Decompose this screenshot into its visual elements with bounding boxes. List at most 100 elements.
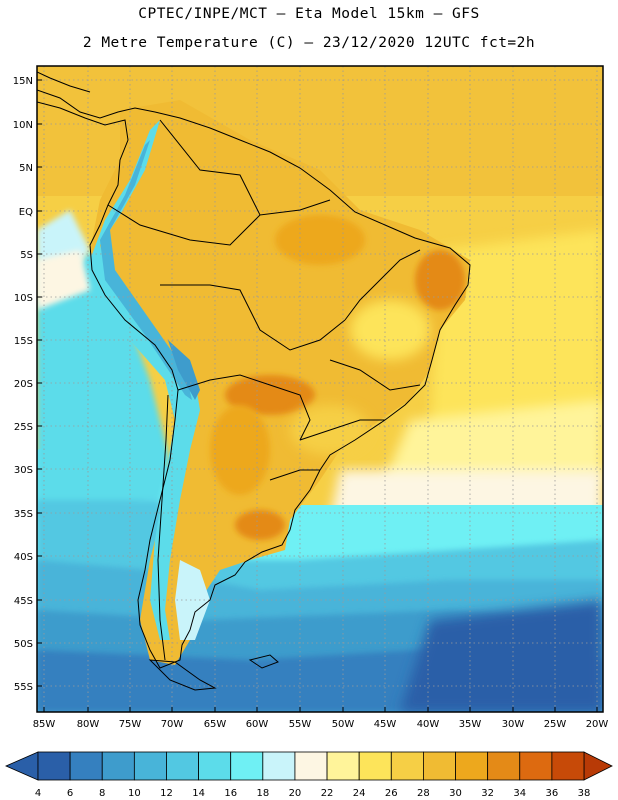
falkland-islands: [248, 654, 279, 669]
border-ecuador-peru-colombia: [107, 204, 261, 246]
colorbar-swatch: [166, 751, 199, 781]
colorbar-label: 10: [128, 788, 141, 799]
colorbar-low-arrow: [5, 751, 39, 781]
border-brazil-states-south: [299, 419, 385, 441]
colorbar-swatch: [230, 751, 264, 781]
hot-spot-amazon: [275, 215, 365, 265]
lon-label: 70W: [161, 719, 184, 730]
patagonia-cool-zone: [175, 560, 210, 640]
lon-label: 40W: [417, 719, 440, 730]
colorbar-label: 28: [417, 788, 430, 799]
lat-label: 45S: [14, 596, 33, 607]
lon-label: 25W: [544, 719, 567, 730]
hot-spot-northeast: [415, 250, 465, 310]
lat-label: 10S: [14, 293, 33, 304]
south-america-coastline: [37, 89, 471, 669]
lat-label: 20S: [14, 379, 33, 390]
border-brazil-states-north: [344, 249, 421, 321]
lon-label: 75W: [119, 719, 142, 730]
map-title-line-1: CPTEC/INPE/MCT – Eta Model 15km – GFS: [138, 6, 480, 22]
colorbar-swatch: [101, 751, 135, 781]
colorbar-label: 32: [481, 788, 494, 799]
central-america-coastline: [37, 71, 91, 93]
lat-label: EQ: [19, 207, 33, 218]
colorbar-label: 16: [224, 788, 237, 799]
colorbar-swatch: [487, 751, 521, 781]
colorbar-swatch: [551, 751, 585, 781]
colorbar-label: 8: [99, 788, 105, 799]
lat-label: 5S: [20, 250, 33, 261]
lon-label: 80W: [77, 719, 100, 730]
colorbar-label: 30: [449, 788, 462, 799]
lat-label: 25S: [14, 422, 33, 433]
andes-cold-band: [90, 120, 200, 640]
colorbar: 4 6 8 10 12 14 16 18 20 22 24 26 28 30 32 34 36 38: [5, 751, 613, 799]
colorbar-label: 20: [289, 788, 302, 799]
lon-label: 60W: [246, 719, 269, 730]
colorbar-swatch: [519, 751, 553, 781]
colorbar-label: 36: [546, 788, 559, 799]
colorbar-label: 26: [385, 788, 398, 799]
colorbar-swatch: [326, 751, 360, 781]
lat-label: 15N: [13, 76, 33, 87]
altiplano-cold-core: [168, 340, 200, 400]
colorbar-label: 34: [513, 788, 526, 799]
atlantic-yellow-belt: [430, 230, 603, 430]
colorbar-swatch: [262, 751, 296, 781]
axis-ticks: [37, 79, 598, 712]
lat-label: 5N: [19, 163, 33, 174]
ocean-band-4: [400, 600, 603, 712]
lat-label: 30S: [14, 465, 33, 476]
colorbar-swatch: [69, 751, 103, 781]
colorbar-swatch: [294, 751, 328, 781]
colorbar-swatch: [358, 751, 392, 781]
colorbar-swatch: [133, 751, 167, 781]
pacific-band-14: [37, 250, 170, 520]
coastlines-and-borders: [37, 71, 471, 691]
colorbar-label: 18: [256, 788, 269, 799]
lat-label: 15S: [14, 336, 33, 347]
colorbar-label: 12: [160, 788, 173, 799]
colorbar-swatch: [37, 751, 71, 781]
border-chile-argentina: [157, 394, 169, 661]
colorbar-swatch: [455, 751, 489, 781]
lat-label: 55S: [14, 682, 33, 693]
colorbar-label: 6: [67, 788, 73, 799]
lon-label: 30W: [502, 719, 525, 730]
border-uruguay: [269, 469, 320, 481]
colorbar-label: 38: [578, 788, 591, 799]
atlantic-light-belt: [380, 400, 603, 490]
colorbar-swatch: [423, 751, 456, 781]
temperature-field: [37, 66, 603, 712]
colorbar-label: 14: [192, 788, 205, 799]
hot-spot-chaco: [210, 405, 270, 495]
latitude-labels: 15N 10N 5N EQ 5S 10S 15S 20S 25S 30S 35S…: [13, 76, 33, 693]
colorbar-swatch: [198, 751, 232, 781]
longitude-labels: 85W 80W 75W 70W 65W 60W 55W 50W 45W 40W …: [33, 719, 609, 730]
hot-spot-pampas: [235, 510, 285, 540]
border-bolivia-argentina-paraguay: [177, 374, 311, 441]
border-peru-bolivia-brazil: [160, 284, 346, 351]
tierra-del-fuego: [148, 659, 217, 691]
lon-label: 35W: [459, 719, 482, 730]
lon-label: 50W: [332, 719, 355, 730]
colorbar-high-arrow: [583, 751, 613, 781]
map-title-line-2: 2 Metre Temperature (C) – 23/12/2020 12U…: [82, 35, 536, 51]
lat-label: 40S: [14, 552, 33, 563]
colorbar-label: 4: [35, 788, 41, 799]
hot-spot-paraguay: [225, 375, 315, 415]
lon-label: 20W: [586, 719, 609, 730]
lat-label: 10N: [13, 120, 33, 131]
pacific-band-20: [37, 250, 90, 310]
lat-label: 50S: [14, 639, 33, 650]
lat-label: 35S: [14, 509, 33, 520]
border-brazil-states-central: [329, 359, 421, 391]
colorbar-label: 24: [353, 788, 366, 799]
mild-zone-cerrado: [350, 300, 430, 360]
lon-label: 45W: [374, 719, 397, 730]
colorbar-swatch: [390, 751, 424, 781]
lon-label: 65W: [204, 719, 227, 730]
border-venezuela-colombia-brazil: [159, 119, 331, 216]
colorbar-label: 22: [321, 788, 334, 799]
